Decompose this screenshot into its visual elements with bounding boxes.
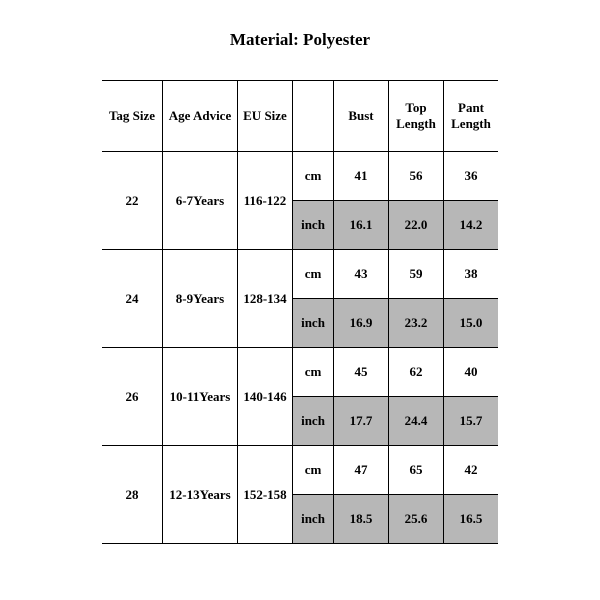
table-row: 28 12-13Years 152-158 cm 47 65 42 bbox=[102, 446, 498, 495]
cell-eu-size: 116-122 bbox=[238, 152, 293, 250]
cell-pant-length: 38 bbox=[444, 250, 499, 299]
cell-pant-length: 16.5 bbox=[444, 495, 499, 544]
cell-eu-size: 128-134 bbox=[238, 250, 293, 348]
cell-bust: 18.5 bbox=[334, 495, 389, 544]
cell-tag-size: 24 bbox=[102, 250, 163, 348]
cell-unit-cm: cm bbox=[293, 446, 334, 495]
cell-unit-cm: cm bbox=[293, 250, 334, 299]
cell-unit-inch: inch bbox=[293, 397, 334, 446]
cell-bust: 16.9 bbox=[334, 299, 389, 348]
cell-pant-length: 40 bbox=[444, 348, 499, 397]
cell-top-length: 59 bbox=[389, 250, 444, 299]
header-row: Tag Size Age Advice EU Size Bust Top Len… bbox=[102, 81, 498, 152]
cell-pant-length: 15.7 bbox=[444, 397, 499, 446]
col-tag-size: Tag Size bbox=[102, 81, 163, 152]
cell-bust: 17.7 bbox=[334, 397, 389, 446]
cell-top-length: 65 bbox=[389, 446, 444, 495]
cell-bust: 43 bbox=[334, 250, 389, 299]
size-chart-container: Material: Polyester Tag Size Age Advice … bbox=[0, 0, 600, 600]
cell-top-length: 22.0 bbox=[389, 201, 444, 250]
cell-pant-length: 14.2 bbox=[444, 201, 499, 250]
cell-unit-inch: inch bbox=[293, 299, 334, 348]
cell-age-advice: 8-9Years bbox=[163, 250, 238, 348]
cell-bust: 45 bbox=[334, 348, 389, 397]
col-pant-length: Pant Length bbox=[444, 81, 499, 152]
col-unit bbox=[293, 81, 334, 152]
cell-unit-inch: inch bbox=[293, 201, 334, 250]
cell-top-length: 62 bbox=[389, 348, 444, 397]
cell-unit-cm: cm bbox=[293, 152, 334, 201]
cell-pant-length: 36 bbox=[444, 152, 499, 201]
size-table: Tag Size Age Advice EU Size Bust Top Len… bbox=[102, 80, 498, 544]
cell-bust: 16.1 bbox=[334, 201, 389, 250]
cell-pant-length: 42 bbox=[444, 446, 499, 495]
col-eu-size: EU Size bbox=[238, 81, 293, 152]
col-age-advice: Age Advice bbox=[163, 81, 238, 152]
table-row: 24 8-9Years 128-134 cm 43 59 38 bbox=[102, 250, 498, 299]
cell-top-length: 56 bbox=[389, 152, 444, 201]
cell-pant-length: 15.0 bbox=[444, 299, 499, 348]
cell-age-advice: 12-13Years bbox=[163, 446, 238, 544]
cell-tag-size: 22 bbox=[102, 152, 163, 250]
cell-top-length: 23.2 bbox=[389, 299, 444, 348]
table-row: 22 6-7Years 116-122 cm 41 56 36 bbox=[102, 152, 498, 201]
cell-top-length: 24.4 bbox=[389, 397, 444, 446]
table-row: 26 10-11Years 140-146 cm 45 62 40 bbox=[102, 348, 498, 397]
cell-top-length: 25.6 bbox=[389, 495, 444, 544]
col-bust: Bust bbox=[334, 81, 389, 152]
cell-eu-size: 140-146 bbox=[238, 348, 293, 446]
cell-tag-size: 26 bbox=[102, 348, 163, 446]
cell-bust: 47 bbox=[334, 446, 389, 495]
cell-unit-cm: cm bbox=[293, 348, 334, 397]
cell-unit-inch: inch bbox=[293, 495, 334, 544]
cell-tag-size: 28 bbox=[102, 446, 163, 544]
cell-age-advice: 10-11Years bbox=[163, 348, 238, 446]
cell-eu-size: 152-158 bbox=[238, 446, 293, 544]
material-title: Material: Polyester bbox=[0, 30, 600, 50]
cell-age-advice: 6-7Years bbox=[163, 152, 238, 250]
cell-bust: 41 bbox=[334, 152, 389, 201]
col-top-length: Top Length bbox=[389, 81, 444, 152]
